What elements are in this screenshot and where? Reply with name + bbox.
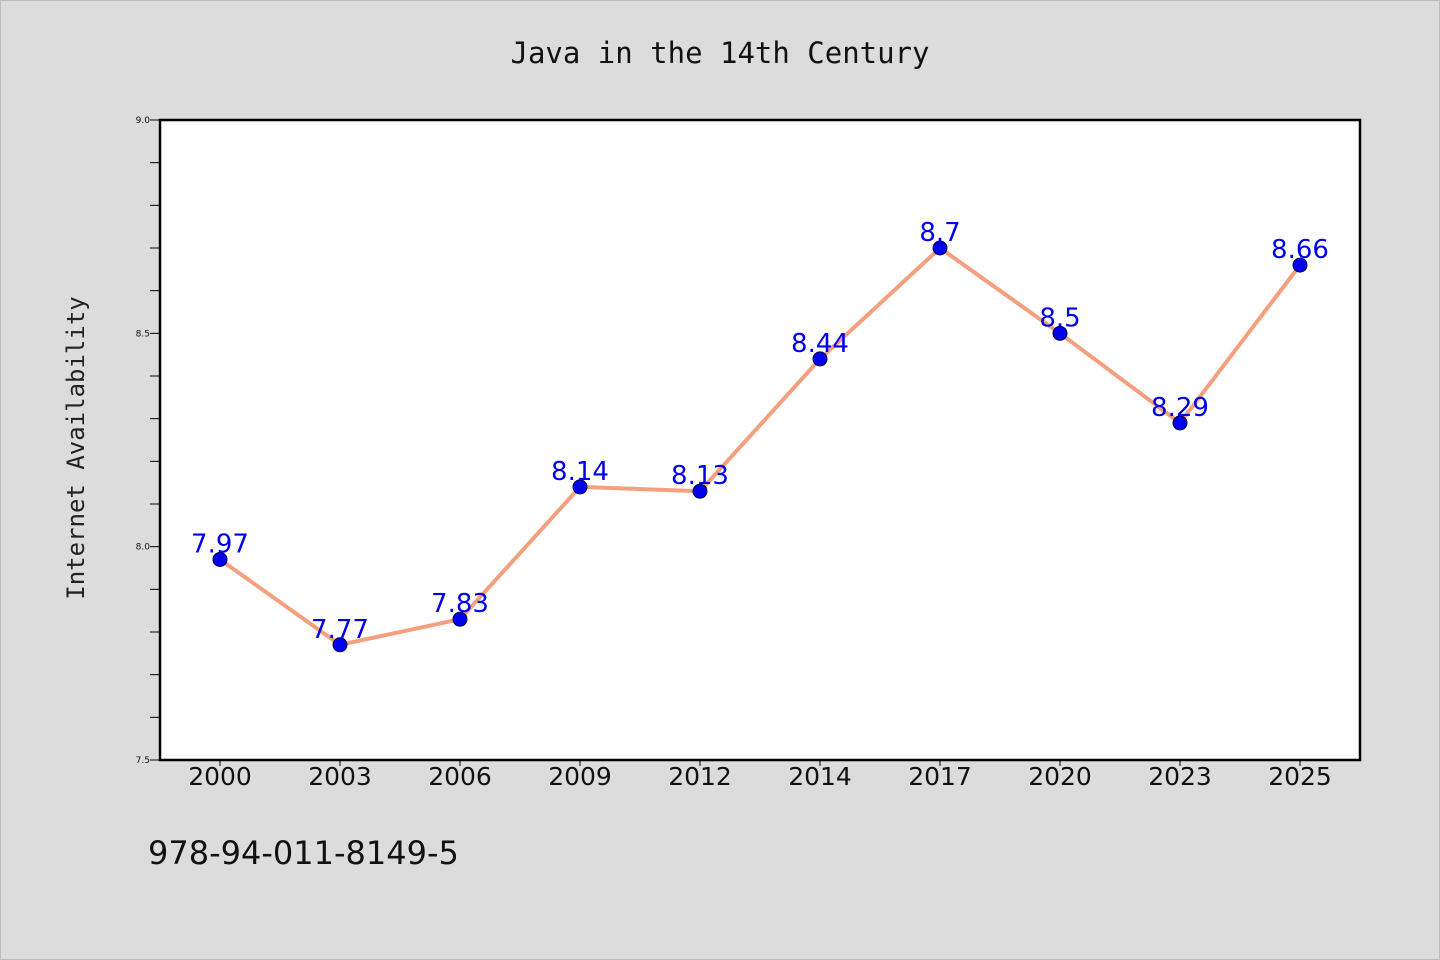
x-axis: 2000 2003 2006 2009 2012 2014 2017 2020 2023 2025	[188, 760, 1332, 791]
data-point	[1172, 415, 1188, 431]
data-point	[812, 351, 828, 367]
data-label: 8.5	[1039, 303, 1080, 333]
x-tick-label: 2020	[1028, 762, 1092, 791]
y-tick-label: 8.0	[136, 543, 151, 553]
data-label: 8.44	[791, 329, 849, 359]
data-label: 8.29	[1151, 393, 1209, 423]
data-label: 8.14	[551, 457, 609, 487]
x-tick-label: 2017	[908, 762, 972, 791]
y-axis-label: Internet Availability	[62, 296, 90, 599]
data-label: 7.83	[431, 589, 489, 619]
y-tick-label: 7.5	[136, 756, 150, 766]
data-point	[332, 637, 348, 653]
data-point	[452, 611, 468, 627]
data-point	[692, 483, 708, 499]
data-label: 7.77	[311, 615, 369, 645]
x-tick-label: 2003	[308, 762, 372, 791]
x-tick-label: 2025	[1268, 762, 1332, 791]
x-tick-label: 2009	[548, 762, 612, 791]
data-point	[572, 479, 588, 495]
x-tick-label: 2023	[1148, 762, 1212, 791]
y-axis: 7.5 8.0 8.5 9.0	[136, 116, 160, 766]
footer-code: 978-94-011-8149-5	[148, 834, 459, 872]
x-tick-label: 2012	[668, 762, 732, 791]
series-line	[218, 246, 1302, 647]
data-point	[1052, 325, 1068, 341]
data-label: 8.7	[919, 218, 960, 248]
data-label: 8.13	[671, 461, 729, 491]
y-tick-label: 9.0	[136, 116, 151, 126]
x-tick-label: 2014	[788, 762, 852, 791]
x-tick-label: 2000	[188, 762, 252, 791]
data-point	[212, 551, 228, 567]
data-labels: 7.97 7.77 7.83 8.14 8.13 8.44 8.7 8.5 8.29 8.66	[191, 218, 1329, 645]
y-tick-label: 8.5	[136, 329, 150, 339]
data-point	[932, 240, 948, 256]
data-label: 8.66	[1271, 235, 1329, 265]
chart-title: Java in the 14th Century	[510, 36, 929, 70]
x-tick-label: 2006	[428, 762, 492, 791]
series-layer	[212, 240, 1308, 653]
data-label: 7.97	[191, 529, 249, 559]
data-point	[1292, 257, 1308, 273]
plot-area	[158, 118, 1362, 762]
